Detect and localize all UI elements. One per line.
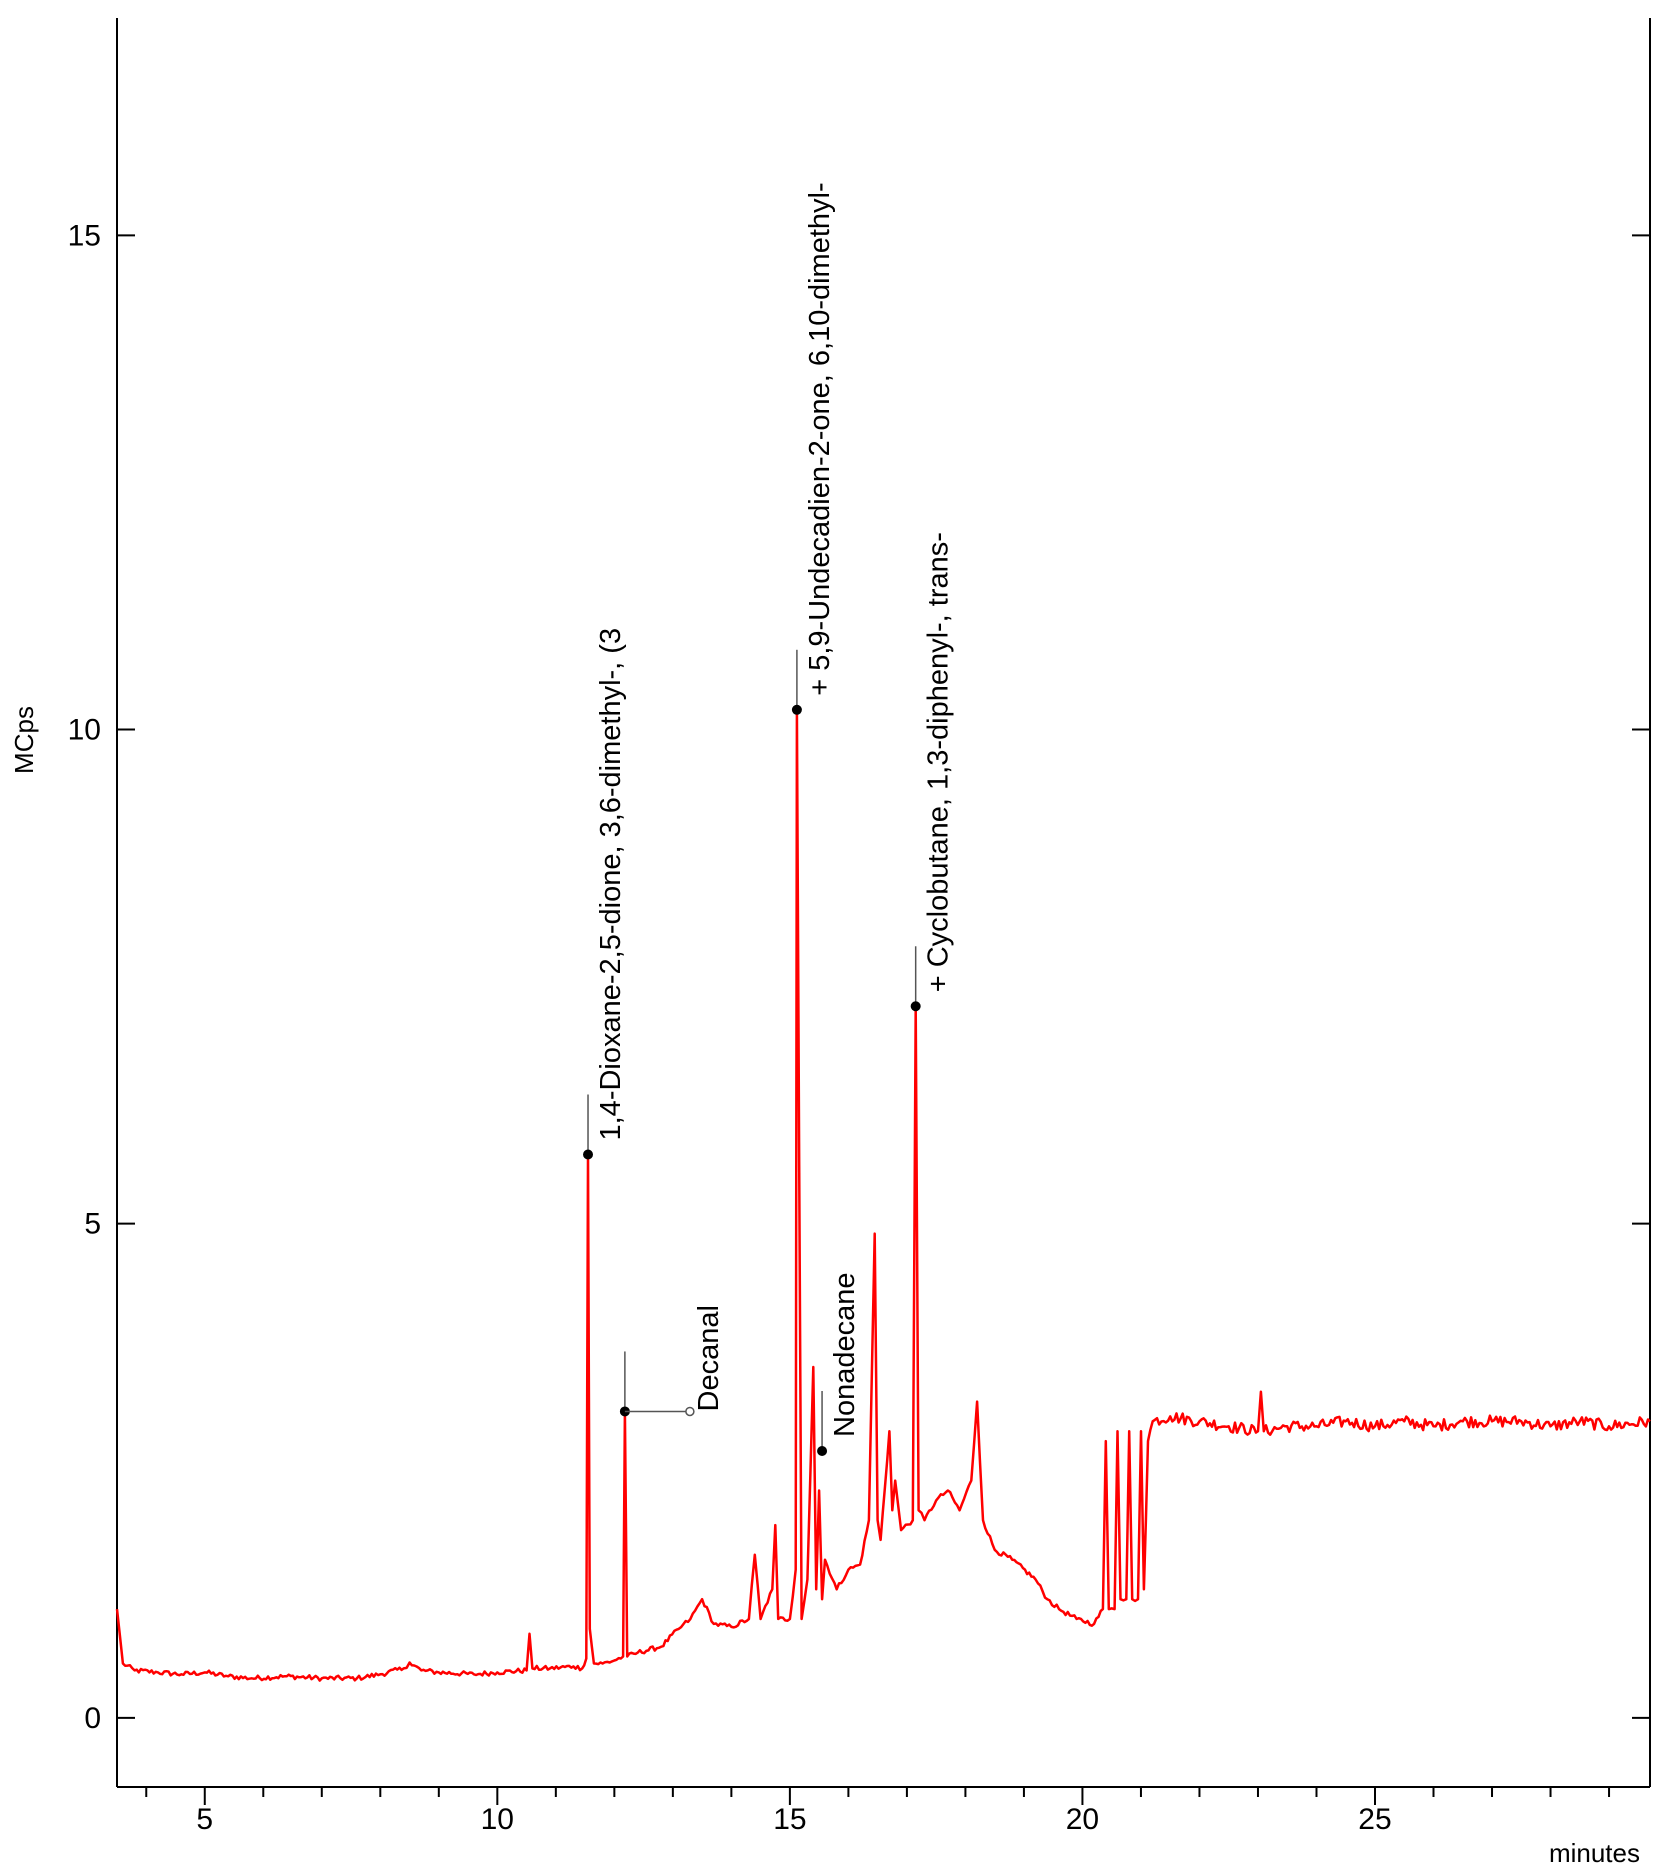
x-tick-label: 20	[1066, 1803, 1099, 1836]
peak-marker	[817, 1445, 828, 1456]
peak-label: Nonadecane	[829, 1273, 861, 1437]
annotations: 1,4-Dioxane-2,5-dione, 3,6-dimethyl-, (3…	[583, 182, 955, 1456]
peak-offset-marker	[685, 1406, 695, 1417]
peak-label: + Cyclobutane, 1,3-diphenyl-, trans-	[923, 532, 955, 992]
axes	[116, 18, 1651, 1788]
peak-marker	[791, 704, 802, 715]
peak-label: 1,4-Dioxane-2,5-dione, 3,6-dimethyl-, (3	[595, 628, 627, 1141]
trace	[115, 708, 1651, 1682]
x-tick-label: 5	[196, 1803, 213, 1836]
peak-annotation: Decanal	[619, 1305, 725, 1417]
signal-trace	[115, 708, 1651, 1682]
peak-marker	[910, 1001, 921, 1012]
peak-label: Decanal	[693, 1305, 725, 1411]
x-tick-label: 25	[1358, 1803, 1391, 1836]
y-tick-label: 10	[68, 714, 101, 747]
y-tick-label: 0	[84, 1702, 101, 1735]
ticks: 0 5 10 15 5 10 15 20 25	[68, 219, 1650, 1836]
peak-annotation: + Cyclobutane, 1,3-diphenyl-, trans-	[910, 532, 955, 1012]
peak-marker	[583, 1149, 594, 1160]
y-axis-title: MCps	[9, 706, 39, 774]
x-tick-label: 10	[481, 1803, 514, 1836]
y-tick-label: 5	[84, 1208, 101, 1241]
peak-annotation: + 5,9-Undecadien-2-one, 6,10-dimethyl-	[791, 182, 836, 715]
y-tick-label: 15	[68, 219, 101, 252]
x-axis-title: minutes	[1549, 1838, 1640, 1868]
peak-annotation: 1,4-Dioxane-2,5-dione, 3,6-dimethyl-, (3	[583, 628, 627, 1160]
peak-label: + 5,9-Undecadien-2-one, 6,10-dimethyl-	[804, 182, 836, 695]
peak-annotation: Nonadecane	[817, 1273, 861, 1456]
x-tick-label: 15	[773, 1803, 806, 1836]
